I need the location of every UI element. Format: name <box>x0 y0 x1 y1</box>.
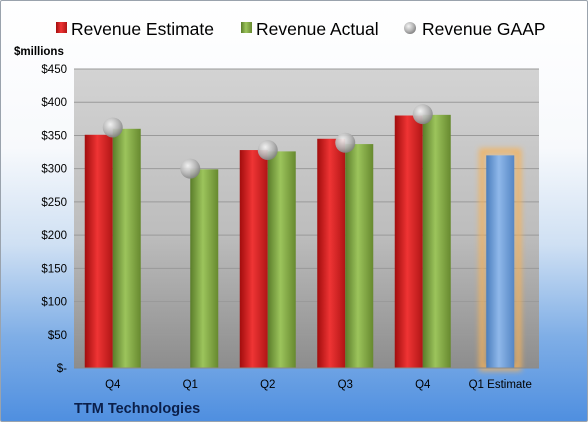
legend: Revenue Estimate Revenue Actual Revenue … <box>56 19 546 39</box>
y-axis-unit-label: $millions <box>14 46 64 58</box>
bars <box>84 114 522 371</box>
legend-label-revenue-actual: Revenue Actual <box>256 19 379 39</box>
x-category-label: Q4 <box>415 379 431 391</box>
marker-revenue-gaap <box>257 140 278 161</box>
legend-item-revenue-actual: Revenue Actual <box>241 19 379 39</box>
marker-revenue-gaap <box>102 117 123 138</box>
marker-revenue-gaap <box>412 104 433 125</box>
y-tick-label: $400 <box>41 97 67 109</box>
x-category-label: Q4 <box>105 379 121 391</box>
bar-revenue-actual <box>190 169 219 368</box>
marker-revenue-gaap <box>335 132 356 153</box>
x-category-label: Q3 <box>338 379 353 391</box>
bar-revenue-estimate <box>84 134 113 368</box>
legend-item-revenue-estimate: Revenue Estimate <box>56 19 214 39</box>
y-tick-label: $350 <box>41 130 67 142</box>
y-tick-label: $50 <box>48 330 67 342</box>
gaap-markers <box>102 104 433 179</box>
bar-revenue-actual <box>267 151 296 368</box>
bar-revenue-actual <box>112 128 141 368</box>
legend-label-revenue-gaap: Revenue GAAP <box>422 19 546 39</box>
x-category-label: Q2 <box>260 379 275 391</box>
bar-revenue-actual <box>422 114 451 368</box>
bar-revenue-estimate <box>317 138 346 368</box>
legend-label-revenue-estimate: Revenue Estimate <box>71 19 214 39</box>
y-tick-label: $450 <box>41 64 67 76</box>
legend-swatch-green <box>241 22 252 33</box>
y-tick-label: $- <box>57 363 67 375</box>
bar-revenue-estimate <box>239 150 268 368</box>
bar-revenue-estimate <box>394 115 423 368</box>
y-tick-label: $300 <box>41 164 67 176</box>
bar-revenue-actual <box>345 144 374 368</box>
gridlines <box>74 68 539 336</box>
legend-item-revenue-gaap: Revenue GAAP <box>404 19 546 39</box>
y-tick-label: $250 <box>41 197 67 209</box>
x-category-label: Q1 <box>183 379 198 391</box>
x-axis-categories: Q4 Q1 Q2 Q3 Q4 Q1 Estimate <box>105 379 532 391</box>
y-tick-label: $150 <box>41 263 67 275</box>
plot-area <box>74 69 539 368</box>
legend-swatch-red <box>56 22 67 33</box>
marker-revenue-gaap <box>180 158 201 179</box>
y-tick-label: $100 <box>41 297 67 309</box>
bar-q1-estimate <box>486 155 515 368</box>
x-category-label: Q1 Estimate <box>469 379 532 391</box>
y-axis-ticks: $- $50 $100 $150 $200 $250 $300 $350 $400 $450 <box>41 64 67 375</box>
y-tick-label: $200 <box>41 230 67 242</box>
company-label: TTM Technologies <box>74 401 200 417</box>
legend-marker-gray <box>404 22 416 34</box>
